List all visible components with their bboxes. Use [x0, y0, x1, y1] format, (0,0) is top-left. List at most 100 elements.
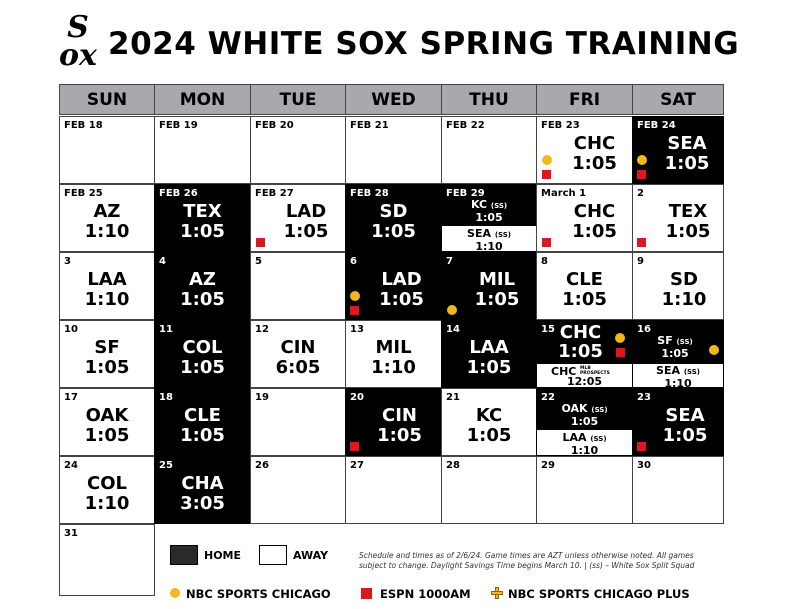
game-cell-home: 18 CLE 1:05 — [154, 388, 251, 456]
day-cell: 30 — [632, 456, 724, 524]
game-cell-home: 7 MIL 1:05 — [441, 252, 537, 320]
day-date: FEB 27 — [255, 188, 294, 199]
split-squad-tag: (SS) — [676, 338, 693, 346]
game-time: 1:05 — [558, 341, 603, 362]
split-squad-tag: (SS) — [494, 231, 511, 239]
espn-1000am-label: ESPN 1000AM — [380, 587, 471, 601]
game-cell-home: FEB 26 TEX 1:05 — [154, 184, 251, 252]
home-legend-label: HOME — [204, 549, 242, 562]
game-time: 1:05 — [180, 425, 225, 446]
day-date: 3 — [64, 256, 71, 267]
nbc-sports-chicago-icon — [447, 305, 457, 315]
game-cell-away: 12 CIN 6:05 — [250, 320, 346, 388]
opponent: SD — [670, 269, 698, 290]
day-cell: FEB 19 — [154, 116, 251, 184]
day-date: FEB 19 — [159, 120, 198, 131]
opponent: CHC — [573, 133, 616, 154]
opponent: CHC — [551, 365, 577, 378]
opponent: OAK — [561, 402, 588, 415]
day-date: FEB 24 — [637, 120, 676, 131]
game-time: 1:05 — [475, 211, 503, 224]
game-time: 1:05 — [379, 289, 424, 310]
day-cell: 29 — [536, 456, 633, 524]
nbc-sports-chicago-icon — [637, 155, 647, 165]
game-time: 1:10 — [371, 357, 416, 378]
day-date: FEB 29 — [446, 188, 485, 199]
day-cell: 27 — [345, 456, 442, 524]
day-date: 11 — [159, 324, 173, 335]
game-cell-away: 17 OAK 1:05 — [59, 388, 155, 456]
opponent: LAD — [381, 269, 422, 290]
nbc-sports-chicago-icon — [350, 291, 360, 301]
game-cell-home: 25 CHA 3:05 — [154, 456, 251, 524]
opponent: MIL — [375, 337, 412, 358]
espn-1000am-icon — [350, 306, 359, 315]
espn-1000am-icon — [256, 238, 265, 247]
game-away: SEA (SS) 1:10 — [442, 226, 536, 251]
day-date: 2 — [637, 188, 644, 199]
day-header-sat: SAT — [632, 84, 724, 115]
day-date: 21 — [446, 392, 460, 403]
opponent: KC — [470, 198, 488, 211]
game-cell-away: 8 CLE 1:05 — [536, 252, 633, 320]
split-squad-cell: 22 OAK (SS) 1:05 LAA (SS) 1:10 — [536, 388, 633, 456]
day-cell: 5 — [250, 252, 346, 320]
day-date: FEB 23 — [541, 120, 580, 131]
day-header-sun: SUN — [59, 84, 155, 115]
day-header-mon: MON — [154, 84, 251, 115]
split-squad-tag: (SS) — [490, 202, 508, 210]
opponent: TEX — [183, 201, 222, 222]
day-date: FEB 22 — [446, 120, 485, 131]
game-cell-away: FEB 27 LAD 1:05 — [250, 184, 346, 252]
day-date: FEB 21 — [350, 120, 389, 131]
day-date: 10 — [64, 324, 78, 335]
game-cell-away: 3 LAA 1:10 — [59, 252, 155, 320]
away-swatch — [259, 545, 287, 565]
opponent: COL — [182, 337, 223, 358]
game-cell-away: 24 COL 1:10 — [59, 456, 155, 524]
day-header-wed: WED — [345, 84, 442, 115]
day-date: 17 — [64, 392, 78, 403]
day-date: FEB 25 — [64, 188, 103, 199]
opponent: LAA — [469, 337, 509, 358]
day-date: FEB 18 — [64, 120, 103, 131]
day-cell: FEB 21 — [345, 116, 442, 184]
opponent: CLE — [566, 269, 603, 290]
day-date: March 1 — [541, 188, 587, 199]
opponent: CHA — [181, 473, 224, 494]
day-date: 25 — [159, 460, 173, 471]
game-cell-away: FEB 25 AZ 1:10 — [59, 184, 155, 252]
away-legend-label: AWAY — [293, 549, 329, 562]
game-home: OAK (SS) 1:05 — [537, 389, 632, 430]
day-date: 29 — [541, 460, 555, 471]
espn-1000am-icon — [637, 442, 646, 451]
game-cell-home: 23 SEA 1:05 — [632, 388, 724, 456]
opponent: LAA — [562, 431, 587, 444]
day-date: 9 — [637, 256, 644, 267]
game-home: SF (SS) 1:05 — [633, 321, 723, 364]
day-cell: 31 — [59, 524, 155, 596]
opponent: SF — [657, 334, 673, 347]
game-cell-home: 14 LAA 1:05 — [441, 320, 537, 388]
split-squad-tag: (SS) — [590, 435, 607, 443]
game-cell-home: 20 CIN 1:05 — [345, 388, 442, 456]
day-cell: FEB 18 — [59, 116, 155, 184]
game-cell-away: 2 TEX 1:05 — [632, 184, 724, 252]
day-cell: FEB 20 — [250, 116, 346, 184]
day-cell: 26 — [250, 456, 346, 524]
game-time: 1:05 — [84, 425, 130, 446]
opponent: MIL — [478, 269, 516, 290]
game-cell-home: FEB 24 SEA 1:05 — [632, 116, 724, 184]
day-date: 16 — [637, 324, 651, 335]
game-time: 1:05 — [665, 221, 711, 242]
schedule-note: Schedule and times as of 2/6/24. Game ti… — [359, 551, 695, 570]
opponent: CIN — [280, 337, 316, 358]
game-cell-home: FEB 28 SD 1:05 — [345, 184, 442, 252]
opponent: OAK — [85, 405, 129, 426]
nbc-sports-chicago-plus-label: NBC SPORTS CHICAGO PLUS — [508, 587, 690, 601]
game-time: 1:05 — [283, 221, 329, 242]
split-squad-tag: (SS) — [591, 406, 608, 414]
game-away: SEA (SS) 1:10 — [633, 364, 723, 387]
game-cell-away: March 1 CHC 1:05 — [536, 184, 633, 252]
